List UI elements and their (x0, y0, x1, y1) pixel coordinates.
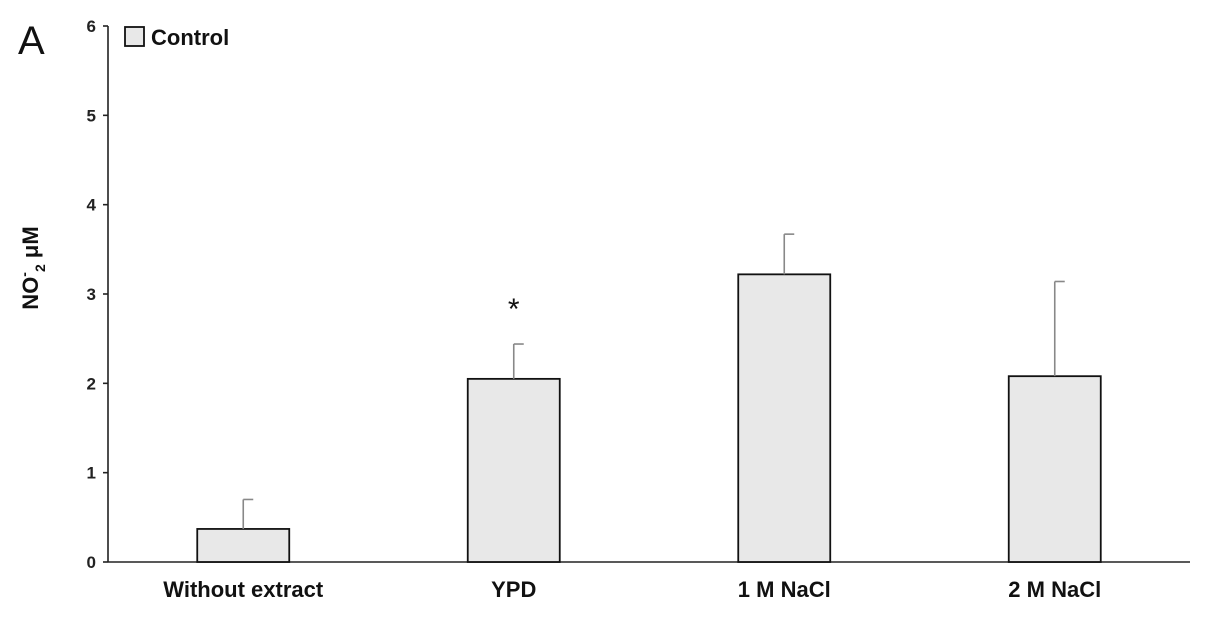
y-tick-label: 1 (87, 464, 96, 483)
y-axis-label: NO-2 μM (16, 226, 48, 309)
legend-swatch-control (124, 26, 145, 47)
legend: Control (124, 25, 229, 50)
x-tick-label: YPD (491, 577, 536, 602)
y-tick-label: 5 (87, 106, 96, 125)
bars (196, 273, 1102, 563)
svg-text:NO-2 μM: NO-2 μM (16, 226, 48, 309)
y-tick-label: 4 (87, 196, 97, 215)
y-axis-label-main: NO (18, 277, 43, 310)
x-tick-label: 1 M NaCl (738, 577, 831, 602)
panel-label: A (18, 19, 45, 63)
bar (466, 377, 561, 563)
legend-label-control: Control (151, 25, 229, 50)
y-axis-label-unit: μM (18, 226, 43, 264)
x-tick-label: 2 M NaCl (1008, 577, 1101, 602)
bar (1007, 375, 1102, 563)
y-tick-label: 2 (87, 374, 96, 393)
y-axis-label-sup: - (16, 272, 32, 277)
y-ticks: 0 1 2 3 4 5 6 (87, 17, 108, 572)
significance-marker: * (508, 293, 520, 326)
y-axis-label-sub: 2 (32, 264, 48, 272)
annotations: * (508, 293, 520, 326)
y-tick-label: 6 (87, 17, 96, 36)
y-tick-label: 0 (87, 553, 96, 572)
x-tick-labels: Without extract YPD 1 M NaCl 2 M NaCl (163, 577, 1101, 602)
x-tick-label: Without extract (163, 577, 324, 602)
y-tick-label: 3 (87, 285, 96, 304)
error-bars (242, 233, 1065, 529)
bar (737, 273, 832, 563)
bar (196, 528, 291, 563)
